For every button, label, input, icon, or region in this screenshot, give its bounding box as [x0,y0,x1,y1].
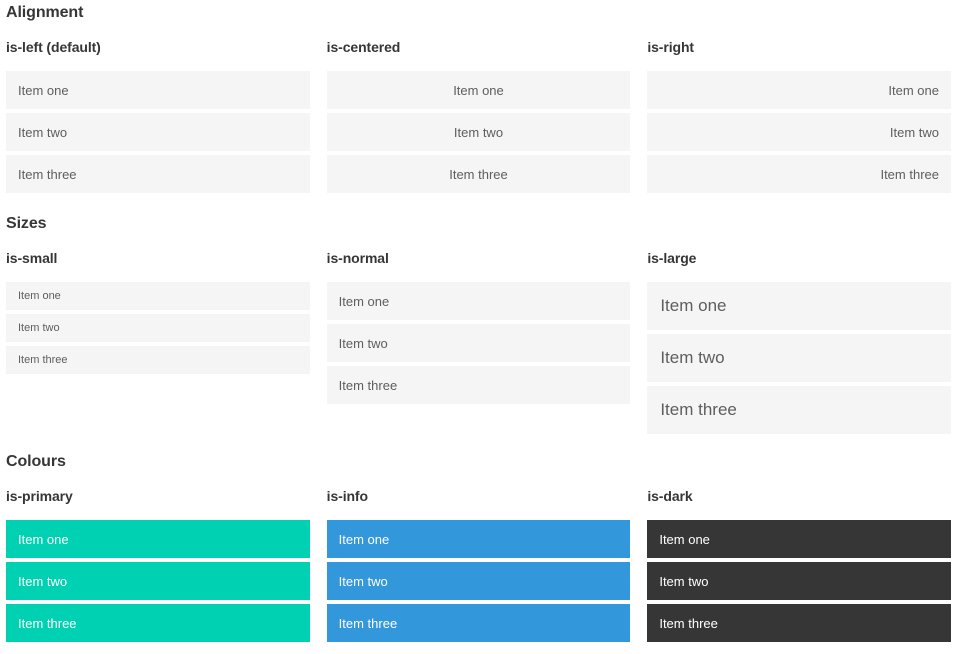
sizes-columns: is-small Item one Item two Item three is… [6,251,951,438]
list-item[interactable]: Item three [647,604,951,642]
column-title: is-info [326,488,368,504]
list-item[interactable]: Item one [326,520,631,558]
item-list-primary: Item one Item two Item three [6,520,310,642]
list-item[interactable]: Item one [647,71,951,109]
colours-columns: is-primary Item one Item two Item three … [6,489,951,646]
list-item[interactable]: Item two [6,314,310,342]
list-item[interactable]: Item three [647,386,951,434]
demo-column-is-large: is-large Item one Item two Item three [647,251,951,438]
column-title: is-large [647,250,697,266]
list-item[interactable]: Item two [6,113,310,151]
list-item[interactable]: Item three [6,155,310,193]
section-sizes: Sizes is-small Item one Item two Item th… [6,216,951,438]
alignment-columns: is-left (default) Item one Item two Item… [6,40,951,197]
item-list-normal: Item one Item two Item three [326,282,631,404]
demo-column-is-normal: is-normal Item one Item two Item three [326,250,631,438]
list-item[interactable]: Item two [326,562,631,600]
list-item[interactable]: Item one [326,71,631,109]
demo-column-is-primary: is-primary Item one Item two Item three [6,489,310,646]
list-item[interactable]: Item three [647,155,951,193]
list-item[interactable]: Item one [647,520,951,558]
item-list-info: Item one Item two Item three [326,520,631,642]
demo-column-is-right: is-right Item one Item two Item three [647,40,951,197]
list-item[interactable]: Item three [326,155,631,193]
column-title: is-dark [647,488,693,504]
item-list-large: Item one Item two Item three [647,282,951,434]
column-title: is-small [6,250,58,266]
demo-column-is-left: is-left (default) Item one Item two Item… [6,40,310,197]
item-list-small: Item one Item two Item three [6,282,310,374]
column-title: is-normal [326,250,389,266]
list-item[interactable]: Item one [326,282,631,320]
column-title: is-left (default) [6,39,101,55]
list-item[interactable]: Item two [326,324,631,362]
demo-column-is-small: is-small Item one Item two Item three [6,251,310,438]
list-item[interactable]: Item three [6,604,310,642]
demo-column-is-dark: is-dark Item one Item two Item three [647,489,951,646]
column-title: is-right [647,39,694,55]
section-title: Alignment [6,4,84,21]
section-title: Sizes [6,215,47,232]
list-item[interactable]: Item one [6,520,310,558]
list-item[interactable]: Item two [326,113,631,151]
list-item[interactable]: Item two [6,562,310,600]
list-item[interactable]: Item one [6,282,310,310]
list-item[interactable]: Item two [647,113,951,151]
section-title: Colours [6,453,66,470]
demo-column-is-centered: is-centered Item one Item two Item three [326,39,631,197]
list-item[interactable]: Item two [647,334,951,382]
demo-column-is-info: is-info Item one Item two Item three [326,488,631,646]
section-alignment: Alignment is-left (default) Item one Ite… [6,5,951,197]
list-item[interactable]: Item one [647,282,951,330]
list-item[interactable]: Item one [6,71,310,109]
list-item[interactable]: Item three [6,346,310,374]
item-list-dark: Item one Item two Item three [647,520,951,642]
list-item[interactable]: Item two [647,562,951,600]
list-item[interactable]: Item three [326,366,631,404]
section-colours: Colours is-primary Item one Item two Ite… [6,454,951,646]
column-title: is-primary [6,488,73,504]
item-list-left: Item one Item two Item three [6,71,310,193]
list-item[interactable]: Item three [326,604,631,642]
item-list-right: Item one Item two Item three [647,71,951,193]
item-list-centered: Item one Item two Item three [326,71,631,193]
column-title: is-centered [326,39,401,55]
